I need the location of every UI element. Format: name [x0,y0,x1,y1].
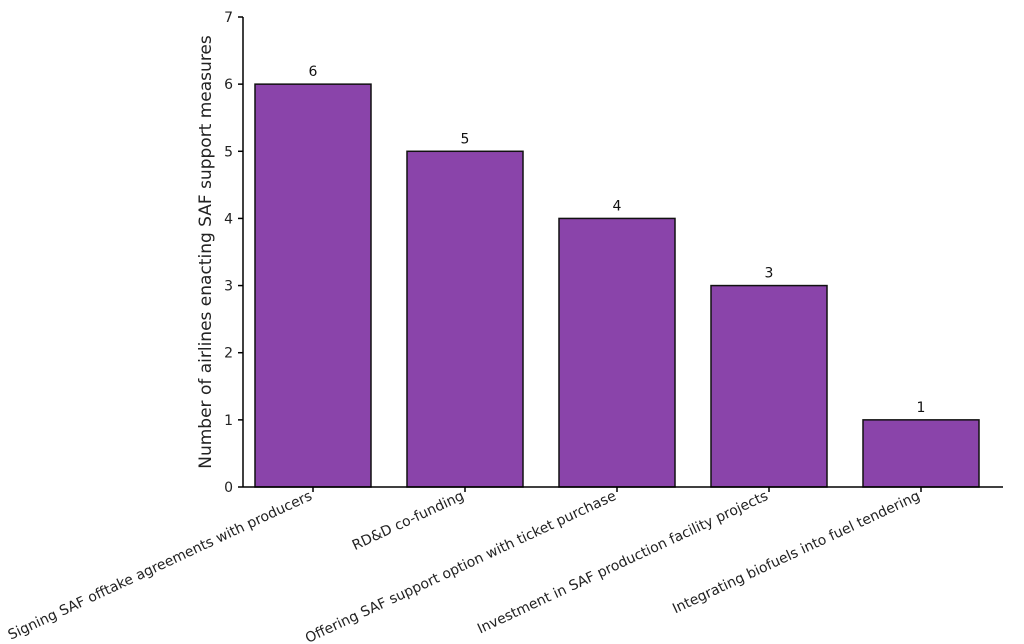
bar-value-label: 3 [765,266,774,282]
bars [254,83,980,488]
bar-value-label: 6 [309,64,318,80]
bar [862,419,980,488]
y-tick-label: 2 [224,346,233,362]
data-labels: 6 5 4 3 1 [309,64,926,416]
bar-value-label: 4 [613,198,622,214]
y-tick-label: 4 [224,211,233,227]
y-axis-label: Number of airlines enacting SAF support … [196,35,216,469]
bar-value-label: 5 [461,131,470,147]
y-axis-ticks: 0 1 2 3 4 5 6 7 [224,10,243,496]
y-tick-label: 7 [224,10,233,26]
y-tick-label: 3 [224,279,233,295]
y-axis-title: Number of airlines enacting SAF support … [196,35,216,469]
y-tick-label: 5 [224,144,233,160]
bar [254,83,372,488]
bar [406,150,524,488]
x-tick-label: Investment in SAF production facility pr… [475,488,771,637]
bar [558,217,676,488]
y-tick-label: 1 [224,413,233,429]
y-tick-label: 0 [224,480,233,496]
bar [710,284,828,488]
x-tick-label: Offering SAF support option with ticket … [303,488,619,644]
x-axis-ticks: Signing SAF offtake agreements with prod… [6,487,923,644]
y-tick-label: 6 [224,77,233,93]
x-tick-label: Signing SAF offtake agreements with prod… [6,488,315,643]
x-tick-label: Integrating biofuels into fuel tendering [670,488,923,617]
x-tick-label: RD&D co-funding [350,488,467,554]
bar-value-label: 1 [917,400,926,416]
